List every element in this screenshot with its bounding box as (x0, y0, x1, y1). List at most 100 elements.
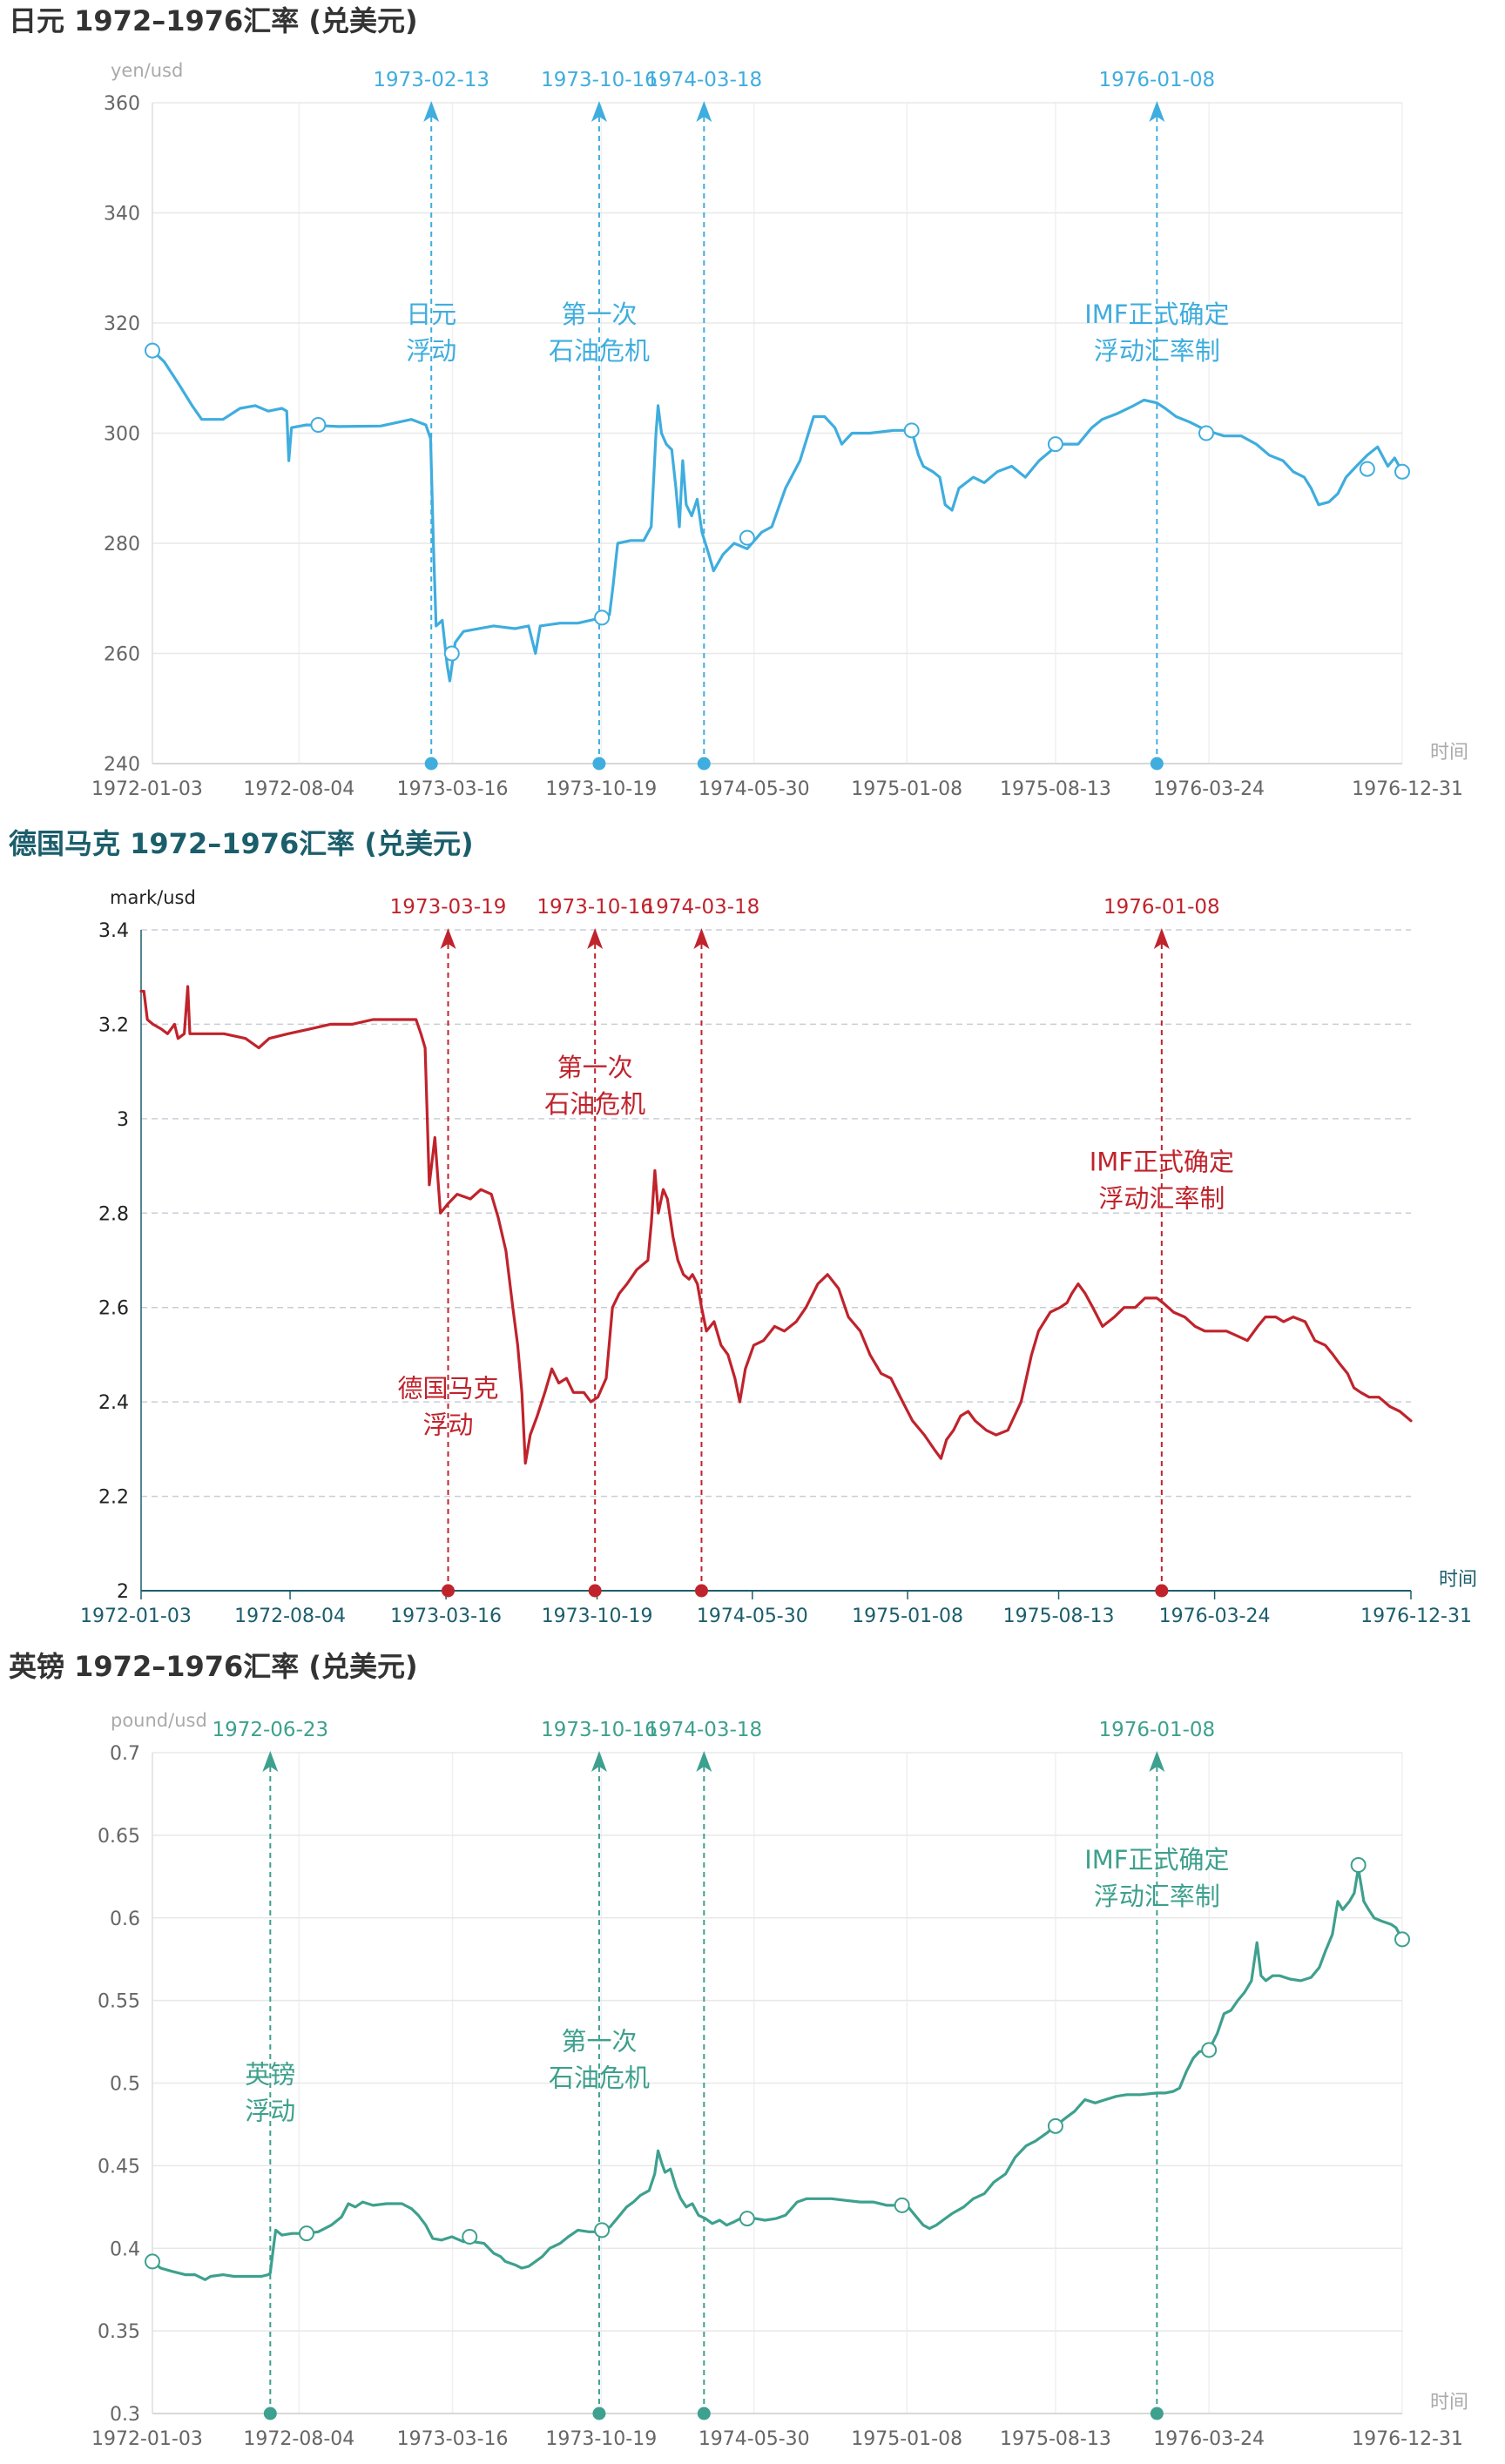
data-point-marker (903, 422, 920, 439)
event-dot (1150, 2407, 1164, 2420)
data-point-marker (739, 529, 755, 546)
data-point-marker (462, 2228, 478, 2245)
data-point-marker (299, 2225, 315, 2242)
event-annotation: 第一次 (557, 1053, 633, 1082)
y-tick-label: 0.3 (110, 2404, 140, 2426)
data-point-marker (1394, 463, 1410, 480)
event-date-label: 1973-10-16 (541, 69, 658, 91)
x-tick-label: 1976-03-24 (1159, 1606, 1271, 1627)
x-tick-label: 1974-05-30 (699, 778, 810, 800)
data-point-marker (1201, 2042, 1218, 2058)
y-tick-label: 0.35 (98, 2321, 140, 2343)
event-date-label: 1976-01-08 (1099, 69, 1216, 91)
event-arrow (693, 928, 710, 949)
x-tick-label: 1972-01-03 (91, 778, 203, 800)
event-date-label: 1974-03-18 (645, 1719, 762, 1741)
data-point-marker (739, 2211, 755, 2227)
x-tick-label: 1973-10-19 (542, 1606, 653, 1627)
series-line (151, 1867, 1404, 2281)
event-date-label: 1973-10-16 (537, 896, 653, 919)
event-annotation: 第一次 (561, 300, 637, 329)
event-annotation: 浮动汇率制 (1094, 1882, 1220, 1911)
x-tick-label: 1974-05-30 (697, 1606, 808, 1627)
y-tick-label: 260 (104, 644, 140, 666)
x-tick-label: 1976-03-24 (1153, 778, 1265, 800)
y-tick-label: 0.4 (110, 2238, 140, 2260)
event-dot (697, 757, 711, 771)
x-tick-label: 1975-08-13 (1000, 778, 1111, 800)
event-arrow (696, 101, 712, 122)
pound-chart-panel: 英镑 1972–1976汇率 (兑美元) 0.3 0.35 0.4 0.45 0.5 0.… (0, 1646, 1505, 2464)
mark-chart-title: 德国马克 1972–1976汇率 (兑美元) (9, 827, 474, 860)
event-dot (694, 1584, 708, 1598)
y-tick-label: 3 (117, 1109, 129, 1131)
data-point-marker (1359, 461, 1375, 477)
event-annotation: 德国马克 (398, 1374, 499, 1404)
x-tick-label: 1972-08-04 (243, 778, 354, 800)
x-tick-label: 1973-03-16 (397, 778, 509, 800)
event-arrow (262, 1751, 279, 1772)
yen-chart-title: 日元 1972–1976汇率 (兑美元) (9, 4, 418, 37)
event-dot (1155, 1584, 1169, 1598)
y-tick-label: 340 (104, 204, 140, 226)
yen-chart-panel: 日元 1972–1976汇率 (兑美元) 240 260 280 300 320 340 3… (0, 0, 1505, 818)
data-point-marker (310, 417, 327, 434)
y-axis-unit-label: yen/usd (111, 60, 183, 81)
data-point-marker (1047, 2117, 1063, 2134)
x-tick-label: 1972-08-04 (234, 1606, 346, 1627)
event-arrow (587, 928, 604, 949)
data-point-marker (894, 2197, 910, 2213)
event-annotation: 日元 (406, 300, 456, 329)
y-tick-label: 3.4 (98, 920, 129, 942)
x-tick-label: 1975-01-08 (852, 1606, 963, 1627)
event-annotation: IMF正式确定 (1084, 300, 1229, 329)
x-tick-label: 1972-01-03 (80, 1606, 192, 1627)
y-tick-label: 300 (104, 424, 140, 446)
event-arrow (1149, 101, 1165, 122)
x-axis-time-label: 时间 (1430, 2392, 1468, 2414)
x-tick-label: 1976-12-31 (1360, 1606, 1472, 1627)
event-annotation: IMF正式确定 (1090, 1147, 1234, 1176)
event-date-label: 1972-06-23 (212, 1719, 328, 1741)
event-annotation: 石油危机 (544, 1089, 645, 1119)
event-annotation: 浮动 (423, 1410, 474, 1440)
y-tick-label: 320 (104, 313, 140, 335)
event-arrow (1153, 928, 1170, 949)
event-dot (697, 2407, 711, 2420)
y-tick-label: 2.2 (98, 1487, 129, 1509)
event-dot (442, 1584, 456, 1598)
event-annotation: 浮动 (406, 336, 456, 366)
y-tick-label: 0.7 (110, 1743, 140, 1765)
event-dot (592, 757, 606, 771)
x-tick-label: 1972-08-04 (243, 2428, 354, 2450)
event-annotation: 石油危机 (549, 2063, 650, 2093)
x-tick-label: 1975-01-08 (851, 778, 962, 800)
event-arrow (696, 1751, 712, 1772)
event-dot (424, 757, 438, 771)
x-tick-label: 1975-08-13 (1000, 2428, 1111, 2450)
y-axis-unit-label: mark/usd (110, 887, 196, 908)
y-tick-label: 3.2 (98, 1014, 129, 1036)
data-point-marker (1198, 425, 1214, 441)
x-tick-label: 1973-10-19 (545, 2428, 657, 2450)
data-point-marker (443, 645, 460, 662)
event-annotation: 石油危机 (549, 336, 650, 366)
pound-chart: 0.3 0.35 0.4 0.45 0.5 0.55 0.6 0.65 0.7 1972-01-0… (91, 1710, 1468, 2450)
event-annotation: 浮动汇率制 (1098, 1183, 1225, 1213)
pound-chart-title: 英镑 1972–1976汇率 (兑美元) (9, 1650, 418, 1683)
x-tick-label: 1973-10-19 (545, 778, 657, 800)
y-tick-label: 2.8 (98, 1203, 129, 1225)
mark-chart-panel: 德国马克 1972–1976汇率 (兑美元) 2 2.2 2.4 2.6 2.8 3 3.2… (0, 823, 1505, 1641)
x-tick-label: 1973-03-16 (397, 2428, 509, 2450)
y-tick-label: 360 (104, 93, 140, 115)
y-tick-label: 0.6 (110, 1909, 140, 1930)
x-tick-label: 1975-08-13 (1003, 1606, 1115, 1627)
event-dot (263, 2407, 277, 2420)
data-point-marker (1394, 1931, 1410, 1948)
event-date-label: 1974-03-18 (645, 69, 762, 91)
data-point-marker (1047, 436, 1063, 453)
event-annotation: IMF正式确定 (1084, 1845, 1229, 1875)
y-tick-label: 240 (104, 754, 140, 776)
event-dot (1150, 757, 1164, 771)
event-annotation: 第一次 (561, 2027, 637, 2057)
